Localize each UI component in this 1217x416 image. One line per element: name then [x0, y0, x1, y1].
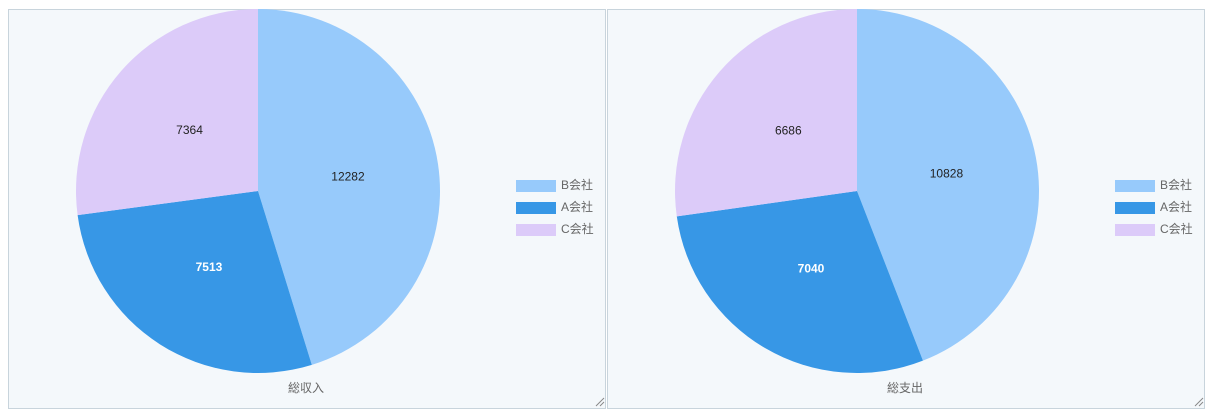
pie-slice: [76, 9, 258, 216]
legend-swatch: [1115, 180, 1155, 192]
legend-text: A会社: [1160, 199, 1192, 214]
pie-title: 総支出: [887, 381, 923, 395]
value-label: 12282: [331, 170, 365, 184]
resize-handle[interactable]: [595, 397, 605, 407]
value-label: 10828: [930, 166, 964, 180]
pie-slice: [857, 9, 1039, 361]
pie-slice: [258, 9, 441, 365]
legend-text: B会社: [1160, 177, 1192, 192]
legend-text: C会社: [561, 221, 594, 236]
legend-text: C会社: [1160, 221, 1193, 236]
value-label: 7513: [196, 260, 223, 274]
value-label: 7040: [798, 262, 825, 276]
resize-handle[interactable]: [1194, 397, 1204, 407]
pie-slice: [77, 191, 312, 373]
pie-title: 総収入: [288, 381, 324, 395]
legend-swatch: [516, 224, 556, 236]
legend-text: B会社: [561, 177, 593, 192]
pie-slice: [676, 191, 923, 373]
value-label: 7364: [176, 123, 203, 137]
value-label: 6686: [775, 123, 802, 137]
legend-swatch: [516, 202, 556, 214]
pie-slice: [675, 9, 857, 217]
legend-swatch: [1115, 224, 1155, 236]
legend-swatch: [1115, 202, 1155, 214]
legend-swatch: [516, 180, 556, 192]
legend-text: A会社: [561, 199, 593, 214]
